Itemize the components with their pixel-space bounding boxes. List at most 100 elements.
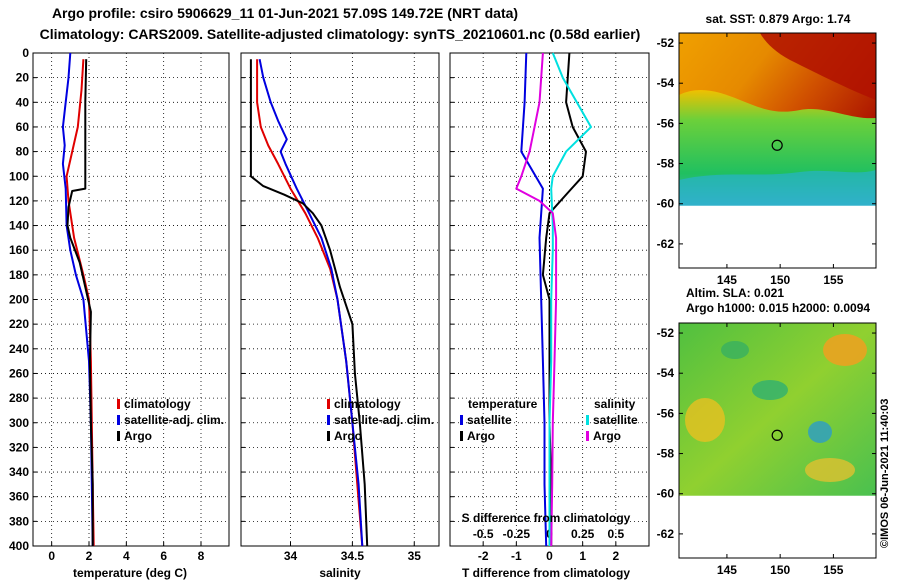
x-tick-label: 4: [123, 549, 130, 563]
series-line-satellite-adj-clim-: [258, 59, 364, 547]
y-tick-label: 180: [9, 268, 29, 282]
legend-label-t-argo: Argo: [467, 429, 495, 443]
y-tick-label: 260: [9, 366, 29, 380]
sst-map-title: sat. SST: 0.879 Argo: 1.74: [706, 12, 851, 26]
x-tick-label: -2: [478, 549, 489, 563]
x-tick-label: 150: [770, 273, 790, 287]
y-tick-label: -60: [657, 197, 675, 211]
sla-map-title: Altim. SLA: 0.021: [686, 286, 784, 300]
x-tick-label: 145: [717, 273, 737, 287]
legend-label-satellite: satellite-adj. clim.: [334, 413, 434, 427]
series-line-argo: [249, 59, 369, 547]
y-tick-label: 300: [9, 416, 29, 430]
sla-heatmap: [679, 323, 876, 499]
sst-map-axes: -52 -54 -56 -58 -60 -62 145 150 155: [657, 32, 877, 287]
x-tick-label: -1: [511, 549, 522, 563]
y-tick-label: -52: [657, 326, 675, 340]
y-tick-label: 0: [22, 46, 29, 60]
x-tick-label: 145: [717, 563, 737, 577]
series-line-s-satellite: [548, 52, 592, 546]
temperature-xlabel: temperature (deg C): [73, 566, 187, 580]
y-tick-label: -58: [657, 447, 675, 461]
sst-field-hot: [760, 33, 876, 100]
footer-credit: ©IMOS 06-Jun-2021 11:40:03: [879, 399, 891, 548]
difference-legend: temperature salinity satellite Argo sate…: [460, 397, 638, 443]
temperature-legend: climatology satellite-adj. clim. Argo: [117, 397, 224, 443]
legend-swatch-argo: [327, 431, 330, 441]
y-tick-label: -56: [657, 116, 675, 130]
legend-label-t-satellite: satellite: [467, 413, 512, 427]
y-tick-label: 200: [9, 293, 29, 307]
x-tick-label: 2: [612, 549, 619, 563]
y-tick-label: -56: [657, 406, 675, 420]
top-tick-label: 0.25: [571, 527, 595, 541]
y-tick-label: 380: [9, 514, 29, 528]
map-frame: [678, 322, 877, 559]
difference-top-axis-label: S difference from climatology: [462, 511, 631, 525]
legend-label-satellite: satellite-adj. clim.: [124, 413, 224, 427]
x-tick-label: 34.5: [341, 549, 365, 563]
y-tick-label: 160: [9, 243, 29, 257]
x-tick-label: 1: [579, 549, 586, 563]
salinity-xlabel: salinity: [319, 566, 361, 580]
y-tick-label: 60: [16, 120, 30, 134]
x-tick-label: 34: [284, 549, 298, 563]
y-tick-label: 400: [9, 539, 29, 553]
legend-swatch-satellite: [117, 415, 120, 425]
y-tick-label: 320: [9, 440, 29, 454]
legend-heading-salinity: salinity: [594, 397, 636, 411]
legend-swatch-t-satellite: [460, 415, 463, 425]
sla-eddy-warm: [823, 334, 867, 366]
temperature-panel: 0204060801001201401601802002202402602803…: [9, 46, 230, 563]
y-tick-label: 80: [16, 145, 30, 159]
y-tick-label: 220: [9, 317, 29, 331]
y-tick-label: -62: [657, 237, 675, 251]
sla-map-subtitle: Argo h1000: 0.015 h2000: 0.0094: [686, 301, 870, 315]
legend-label-climatology: climatology: [334, 397, 401, 411]
x-tick-label: 0: [48, 549, 55, 563]
argo-location-marker: [771, 429, 783, 441]
sst-heatmap: [679, 33, 876, 209]
x-tick-label: 155: [823, 563, 843, 577]
header-title: Argo profile: csiro 5906629_11 01-Jun-20…: [52, 5, 518, 21]
legend-swatch-argo: [117, 431, 120, 441]
sla-eddy-cold: [721, 341, 749, 359]
sla-eddy-cold: [808, 421, 832, 443]
x-tick-label: 0: [546, 549, 553, 563]
difference-xlabel: T difference from climatology: [462, 566, 630, 580]
sla-map-axes: -52 -54 -56 -58 -60 -62 145 150 155: [657, 322, 877, 577]
legend-swatch-climatology: [117, 399, 120, 409]
argo-location-marker: [771, 139, 783, 151]
y-tick-label: -52: [657, 36, 675, 50]
y-tick-label: 20: [16, 71, 30, 85]
top-tick-label: 0.5: [607, 527, 624, 541]
salinity-panel: 34 34.5 35: [240, 52, 440, 563]
legend-swatch-climatology: [327, 399, 330, 409]
series-line-t-satellite: [520, 52, 548, 547]
legend-swatch-t-argo: [460, 431, 463, 441]
legend-label-s-satellite: satellite: [593, 413, 638, 427]
sla-eddy-warm: [685, 398, 725, 442]
y-tick-label: 120: [9, 194, 29, 208]
legend-label-climatology: climatology: [124, 397, 191, 411]
y-tick-label: 360: [9, 490, 29, 504]
y-tick-label: 100: [9, 169, 29, 183]
legend-heading-temperature: temperature: [468, 397, 538, 411]
legend-swatch-s-satellite: [586, 415, 589, 425]
map-frame: [678, 32, 877, 269]
sla-eddy-cold: [752, 380, 788, 400]
top-tick-label: -0.25: [503, 527, 531, 541]
sst-field-cold: [679, 170, 876, 209]
y-tick-label: 140: [9, 219, 29, 233]
header-subtitle: Climatology: CARS2009. Satellite-adjuste…: [40, 26, 641, 42]
y-tick-label: -54: [657, 76, 675, 90]
no-data-area: [679, 495, 876, 558]
legend-swatch-s-argo: [586, 431, 589, 441]
legend-swatch-satellite: [327, 415, 330, 425]
sla-eddy-warm: [805, 458, 855, 482]
y-tick-label: 280: [9, 391, 29, 405]
top-tick-label: -0.5: [473, 527, 494, 541]
salinity-legend: climatology satellite-adj. clim. Argo: [327, 397, 434, 443]
legend-label-argo: Argo: [334, 429, 362, 443]
